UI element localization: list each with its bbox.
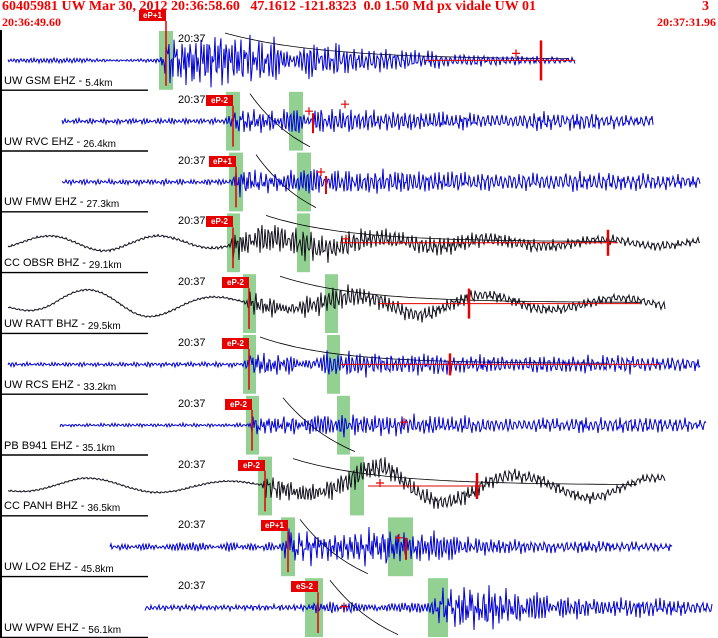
station-distance: 45.8km (80, 564, 114, 576)
waveform-trace[interactable] (7, 34, 576, 88)
amplitude-pick-cross (376, 479, 384, 487)
coda-decay-curve (329, 579, 399, 635)
time-tick-label: 20:37 (178, 33, 206, 45)
station-distance: 35.1km (82, 442, 115, 454)
waveform-trace[interactable] (7, 350, 701, 378)
time-tick-label: 20:37 (178, 93, 206, 106)
station-label[interactable]: UW LO2 EHZ -45.8km (4, 561, 114, 576)
station-distance: 29.1km (88, 260, 122, 272)
station-name: UW FMW EHZ - (4, 196, 84, 209)
coda-decay-curve (249, 93, 311, 148)
station-name: UW RCS EHZ - (4, 378, 81, 391)
amplitude-pick-cross (395, 533, 403, 542)
waveform-trace[interactable] (59, 413, 707, 438)
pick-flag[interactable]: eP+1 (139, 10, 166, 21)
amplitude-pick-cross (400, 418, 408, 427)
time-tick-label: 20:37 (178, 458, 206, 471)
time-tick-label: 20:37 (178, 215, 206, 228)
station-name: CC PANH BHZ - (4, 500, 85, 513)
amplitude-pick-cross (305, 107, 313, 116)
coda-decay-curve (259, 336, 608, 364)
phase-window-band (350, 456, 364, 516)
waveform-trace[interactable] (61, 168, 701, 198)
pick-flag[interactable]: eP-2 (225, 398, 252, 410)
coda-decay-curve (299, 519, 369, 575)
pick-flag[interactable]: eP-2 (238, 459, 265, 471)
station-label[interactable]: UW FMW EHZ -27.3km (4, 196, 120, 211)
station-label[interactable]: PB B941 EHZ -35.1km (4, 439, 115, 454)
station-label[interactable]: CC PANH BHZ -36.5km (4, 500, 121, 515)
time-tick-label: 20:37 (178, 519, 206, 532)
time-tick-label: 20:37 (178, 276, 206, 289)
waveform-trace[interactable] (109, 526, 673, 567)
amplitude-pick-cross (317, 168, 325, 176)
window-start-time: 20:36:49.60 (2, 15, 61, 29)
pick-flag[interactable]: eP+1 (209, 155, 236, 167)
station-label[interactable]: UW RCS EHZ -33.2km (4, 378, 117, 393)
waveform-trace[interactable] (144, 585, 713, 631)
station-name: CC OBSR BHZ - (4, 257, 86, 270)
amplitude-pick-cross (340, 602, 348, 611)
phase-window-band (297, 213, 310, 273)
pick-flag[interactable]: eP-2 (206, 216, 233, 228)
station-label[interactable]: UW GSM EHZ -5.4km (4, 74, 113, 89)
station-distance: 33.2km (83, 381, 117, 393)
station-name: UW WPW EHZ - (4, 622, 86, 634)
station-name: UW RATT BHZ - (4, 318, 85, 330)
station-distance: 29.5km (87, 321, 121, 332)
waveform-trace[interactable] (7, 457, 666, 509)
station-distance: 56.1km (88, 625, 122, 636)
station-distance: 27.3km (86, 199, 120, 211)
time-tick-label: 20:37 (178, 337, 206, 349)
window-end-time: 20:37:31.96 (657, 15, 716, 29)
station-label[interactable]: UW RVC EHZ -26.4km (4, 135, 116, 150)
pick-flag[interactable]: eP-2 (222, 338, 249, 349)
amplitude-pick-cross (342, 234, 350, 243)
coda-decay-curve (292, 458, 637, 485)
time-tick-label: 20:37 (178, 580, 206, 593)
amplitude-pick-cross (512, 49, 520, 58)
station-label[interactable]: CC OBSR BHZ -29.1km (4, 257, 122, 272)
station-name: UW LO2 EHZ - (4, 561, 78, 574)
pick-flag[interactable]: eP+1 (261, 520, 288, 532)
phase-window-band (337, 395, 350, 455)
pick-flag[interactable]: eP-2 (222, 277, 249, 289)
waveform-trace[interactable] (61, 108, 654, 133)
station-name: UW RVC EHZ - (4, 135, 81, 148)
station-name: UW GSM EHZ - (4, 74, 83, 87)
time-tick-label: 20:37 (178, 154, 206, 167)
pick-flag[interactable]: eP-2 (206, 94, 233, 106)
station-name: PB B941 EHZ - (4, 439, 80, 452)
event-summary-line: 60405981 UW Mar 30, 2012 20:36:58.60 47.… (2, 0, 536, 14)
coda-decay-curve (265, 215, 615, 242)
pick-flag[interactable]: eS-2 (291, 581, 318, 593)
coda-decay-curve (282, 397, 356, 452)
station-distance: 26.4km (83, 138, 116, 150)
time-tick-label: 20:37 (178, 397, 206, 410)
station-label[interactable]: UW WPW EHZ -56.1km (4, 622, 122, 636)
station-distance: 36.5km (87, 503, 121, 515)
station-distance: 5.4km (85, 77, 113, 89)
station-label[interactable]: UW RATT BHZ -29.5km (4, 318, 121, 332)
amplitude-pick-cross (341, 100, 349, 109)
waveform-trace[interactable] (7, 284, 666, 323)
event-flag-number: 3 (702, 0, 709, 14)
phase-window-band (297, 152, 311, 212)
